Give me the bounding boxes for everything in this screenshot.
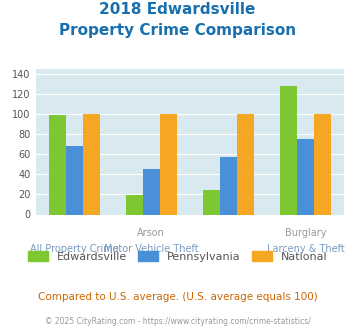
- Legend: Edwardsville, Pennsylvania, National: Edwardsville, Pennsylvania, National: [23, 247, 332, 266]
- Text: 2018 Edwardsville: 2018 Edwardsville: [99, 2, 256, 16]
- Text: Motor Vehicle Theft: Motor Vehicle Theft: [104, 244, 199, 254]
- Bar: [160, 115, 177, 214]
- Text: Arson: Arson: [137, 228, 165, 238]
- Bar: [237, 115, 254, 214]
- Text: Burglary: Burglary: [285, 228, 327, 238]
- Bar: [143, 169, 160, 214]
- Text: Property Crime Comparison: Property Crime Comparison: [59, 23, 296, 38]
- Bar: [314, 115, 331, 214]
- Bar: [203, 190, 220, 215]
- Text: Larceny & Theft: Larceny & Theft: [267, 244, 345, 254]
- Text: Compared to U.S. average. (U.S. average equals 100): Compared to U.S. average. (U.S. average …: [38, 292, 317, 302]
- Text: All Property Crime: All Property Crime: [30, 244, 119, 254]
- Text: © 2025 CityRating.com - https://www.cityrating.com/crime-statistics/: © 2025 CityRating.com - https://www.city…: [45, 317, 310, 326]
- Bar: [297, 139, 314, 214]
- Bar: [280, 86, 297, 214]
- Bar: [49, 115, 66, 214]
- Bar: [220, 157, 237, 214]
- Bar: [126, 195, 143, 214]
- Bar: [83, 115, 100, 214]
- Bar: [66, 147, 83, 214]
